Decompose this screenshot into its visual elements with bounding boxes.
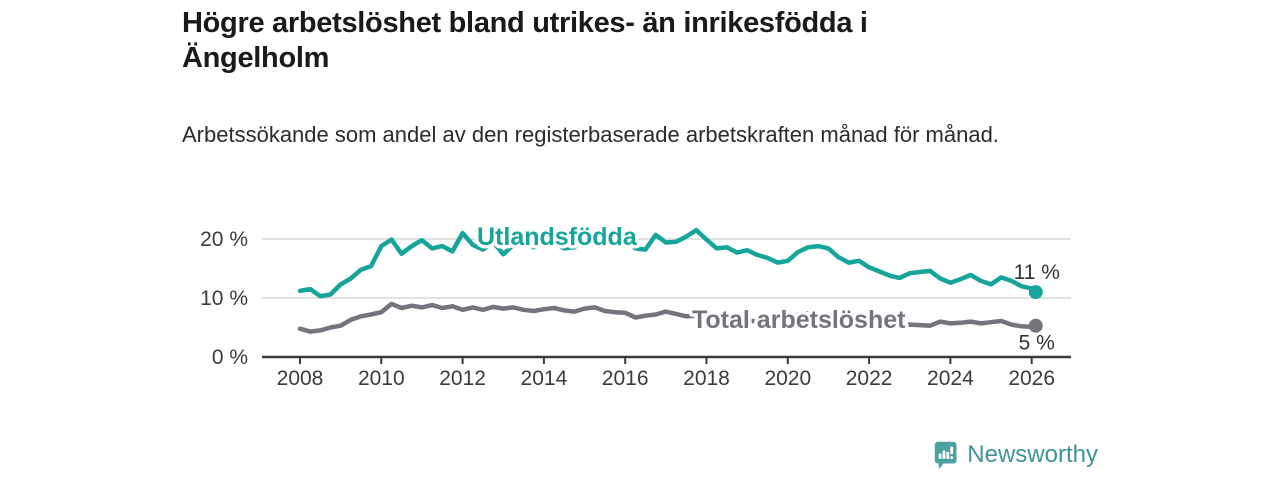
x-axis-tick-label: 2020 [764, 367, 811, 390]
x-axis-tick-label: 2014 [521, 367, 568, 390]
bar-chart-speech-bubble-icon [934, 441, 957, 469]
page-title: Högre arbetslöshet bland utrikes- än inr… [182, 7, 868, 75]
series-end-label-1: 5 % [1019, 332, 1055, 355]
x-axis-tick-label: 2022 [846, 367, 893, 390]
series-line-1 [297, 301, 1039, 334]
series-end-dot-0 [1028, 285, 1043, 300]
newsworthy-branding: Newsworthy [934, 441, 1098, 469]
series-end-label-0: 11 % [1014, 261, 1060, 284]
y-axis-tick-label: 0 % [212, 346, 248, 369]
chart-subtitle: Arbetssökande som andel av den registerb… [182, 122, 999, 147]
x-axis-tick-label: 2016 [602, 367, 649, 390]
brand-name: Newsworthy [967, 441, 1098, 468]
y-axis-tick-label: 10 % [200, 287, 248, 310]
x-axis-tick-label: 2018 [683, 367, 730, 390]
series-label-1: Total arbetslöshet [692, 306, 906, 334]
x-axis-tick-label: 2010 [358, 367, 405, 390]
x-axis-tick-label: 2012 [439, 367, 486, 390]
x-axis-tick-label: 2026 [1008, 367, 1055, 390]
series-end-dot-1 [1028, 318, 1043, 333]
x-axis-tick-label: 2024 [927, 367, 974, 390]
x-axis-tick-label: 2008 [277, 367, 324, 390]
series-line-0 [297, 227, 1039, 299]
series-label-0: Utlandsfödda [477, 223, 638, 251]
y-axis-tick-label: 20 % [200, 228, 248, 251]
